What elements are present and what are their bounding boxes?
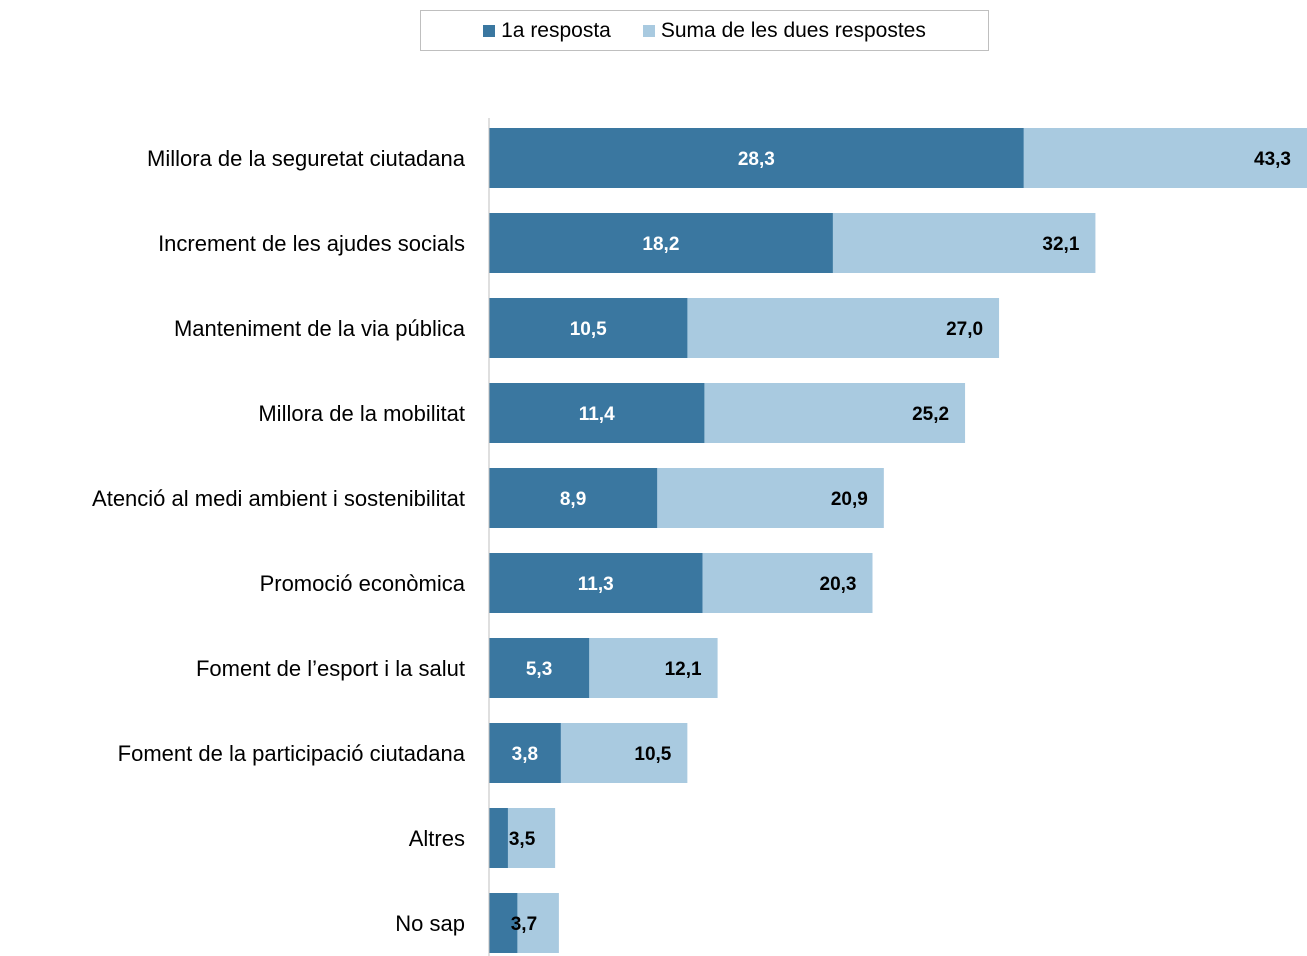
data-label-first: 11,4 xyxy=(579,404,615,425)
bar-first xyxy=(489,808,508,868)
category-label: Millora de la mobilitat xyxy=(258,401,465,426)
category-label: Promoció econòmica xyxy=(260,571,466,596)
data-label-first: 5,3 xyxy=(526,659,552,680)
legend-label-sum: Suma de les dues respostes xyxy=(660,18,926,42)
bar-first xyxy=(489,298,688,358)
chart-legend: 1a resposta Suma de les dues respostes xyxy=(420,10,989,51)
bar-first xyxy=(489,128,1024,188)
bar-first xyxy=(489,553,703,613)
data-label-sum: 25,2 xyxy=(912,404,949,425)
legend-item-first: 1a resposta xyxy=(483,19,611,43)
bar-first xyxy=(489,383,705,443)
legend-item-sum: Suma de les dues respostes xyxy=(642,18,926,43)
data-label-sum: 32,1 xyxy=(1042,234,1079,255)
data-label-sum: 12,1 xyxy=(665,659,702,680)
category-label: Atenció al medi ambient i sostenibilitat xyxy=(92,486,465,511)
category-label: Manteniment de la via pública xyxy=(174,316,466,341)
legend-swatch-first xyxy=(483,24,496,37)
data-label-sum: 43,3 xyxy=(1254,149,1291,170)
data-label-first: 10,5 xyxy=(570,319,607,340)
data-label-sum: 10,5 xyxy=(634,744,671,765)
bar-first xyxy=(489,213,833,273)
category-label: Increment de les ajudes socials xyxy=(158,231,465,256)
category-label: No sap xyxy=(395,911,465,936)
bar-first xyxy=(489,893,518,953)
category-label: Altres xyxy=(409,826,465,851)
data-label-first: 8,9 xyxy=(560,489,586,510)
bar-first xyxy=(489,638,590,698)
data-label-sum: 20,9 xyxy=(831,489,868,510)
bar-first xyxy=(489,723,561,783)
data-label-sum: 3,5 xyxy=(509,829,536,850)
data-label-first: 11,3 xyxy=(578,574,614,595)
category-label: Foment de l’esport i la salut xyxy=(196,656,465,681)
legend-swatch-sum xyxy=(642,24,655,37)
category-label: Millora de la seguretat ciutadana xyxy=(147,146,466,171)
data-label-first: 28,3 xyxy=(738,149,775,170)
bar-first xyxy=(489,468,658,528)
data-label-first: 3,8 xyxy=(512,744,538,765)
category-label: Foment de la participació ciutadana xyxy=(118,741,466,766)
data-label-sum: 20,3 xyxy=(820,574,857,595)
legend-label-first: 1a resposta xyxy=(501,18,611,42)
data-label-sum: 27,0 xyxy=(946,319,983,340)
data-label-first: 18,2 xyxy=(642,234,679,255)
data-label-sum: 3,7 xyxy=(511,914,537,935)
